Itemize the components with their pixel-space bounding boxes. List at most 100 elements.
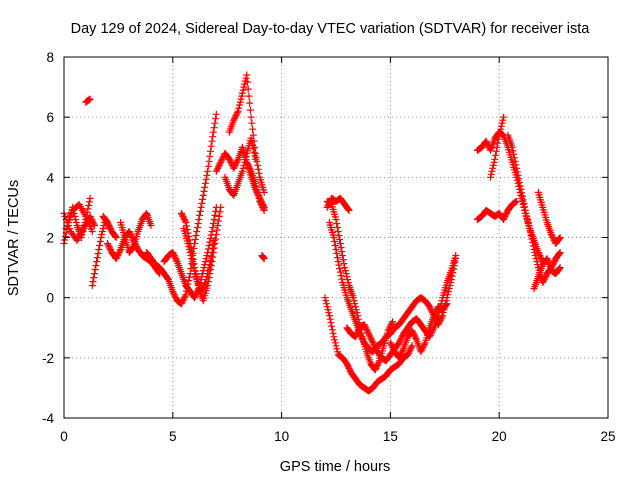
- data-point: [407, 345, 415, 353]
- data-point: [205, 264, 213, 272]
- data-point: [342, 270, 350, 278]
- y-axis-label: SDTVAR / TECUs: [6, 180, 22, 296]
- data-point: [336, 236, 344, 243]
- data-point: [112, 255, 120, 263]
- data-point: [202, 175, 210, 183]
- data-point: [233, 110, 241, 118]
- data-point: [181, 292, 189, 300]
- data-point: [419, 343, 427, 351]
- data-point: [178, 300, 185, 308]
- data-point: [91, 266, 99, 274]
- data-point: [369, 339, 377, 347]
- data-point: [215, 212, 223, 220]
- data-series-seg26: [487, 113, 508, 181]
- data-point: [512, 161, 520, 169]
- data-point: [254, 161, 262, 169]
- data-series-seg19: [323, 194, 353, 214]
- data-series-seg08: [117, 209, 155, 256]
- data-point: [91, 270, 98, 278]
- y-tick-label: -4: [42, 411, 54, 426]
- data-point: [186, 249, 194, 256]
- data-point: [399, 346, 407, 354]
- data-point: [409, 328, 417, 336]
- data-point: [397, 336, 405, 344]
- data-point: [366, 333, 374, 341]
- data-point: [241, 155, 249, 163]
- data-point: [169, 249, 177, 256]
- data-point: [243, 158, 251, 166]
- data-point: [372, 364, 380, 372]
- data-point: [332, 216, 340, 223]
- data-point: [116, 247, 124, 255]
- data-point: [226, 157, 234, 165]
- data-point: [388, 342, 396, 350]
- data-point: [526, 228, 534, 236]
- data-point: [187, 252, 195, 259]
- data-point: [196, 211, 204, 219]
- data-point: [98, 231, 106, 238]
- data-point: [431, 310, 439, 318]
- data-point: [331, 339, 339, 347]
- data-point: [549, 234, 557, 241]
- x-tick-label: 25: [600, 429, 615, 444]
- data-point: [200, 187, 208, 195]
- data-series-seg27: [504, 131, 564, 287]
- data-point: [368, 336, 375, 344]
- data-point: [230, 116, 238, 124]
- data-point: [336, 268, 344, 276]
- data-series-seg23: [386, 300, 451, 362]
- data-point: [104, 241, 112, 249]
- data-point: [233, 109, 241, 117]
- data-series-seg03: [62, 200, 96, 235]
- data-point: [195, 216, 203, 223]
- data-point: [231, 113, 239, 121]
- data-point: [359, 336, 367, 344]
- data-point: [86, 95, 94, 103]
- data-point: [404, 351, 412, 359]
- data-point: [114, 250, 122, 258]
- data-point: [240, 83, 248, 91]
- data-point: [96, 242, 103, 249]
- data-point: [239, 164, 247, 172]
- data-point: [204, 162, 212, 170]
- data-point: [178, 211, 186, 219]
- data-point: [341, 267, 349, 275]
- data-point: [215, 161, 223, 169]
- data-point: [215, 163, 222, 171]
- data-point: [328, 322, 336, 330]
- data-point: [212, 167, 220, 175]
- data-point: [206, 261, 214, 269]
- data-point: [211, 211, 219, 219]
- data-point: [192, 273, 200, 281]
- data-point: [331, 242, 339, 249]
- data-point: [112, 233, 119, 240]
- data-point: [349, 294, 357, 302]
- data-point: [85, 201, 93, 209]
- data-point: [105, 243, 113, 250]
- data-point: [344, 361, 352, 369]
- data-point: [328, 326, 336, 334]
- data-point: [216, 160, 224, 168]
- data-point: [509, 147, 517, 155]
- data-point: [253, 185, 261, 193]
- data-point: [334, 254, 341, 262]
- data-point: [338, 275, 346, 283]
- data-point: [207, 253, 215, 261]
- data-point: [337, 272, 345, 280]
- data-series-seg29: [530, 255, 564, 293]
- data-point: [360, 321, 368, 329]
- data-point: [334, 258, 342, 266]
- data-point: [489, 161, 497, 169]
- data-point: [502, 211, 510, 219]
- data-point: [397, 351, 405, 359]
- data-point: [191, 267, 199, 275]
- data-point: [547, 231, 555, 238]
- data-series-seg18: [323, 197, 397, 374]
- data-point: [191, 294, 199, 302]
- data-point: [362, 324, 370, 332]
- data-point: [208, 228, 216, 235]
- data-point: [503, 209, 510, 217]
- data-point: [106, 223, 114, 231]
- data-point: [537, 253, 544, 261]
- data-point: [188, 255, 196, 263]
